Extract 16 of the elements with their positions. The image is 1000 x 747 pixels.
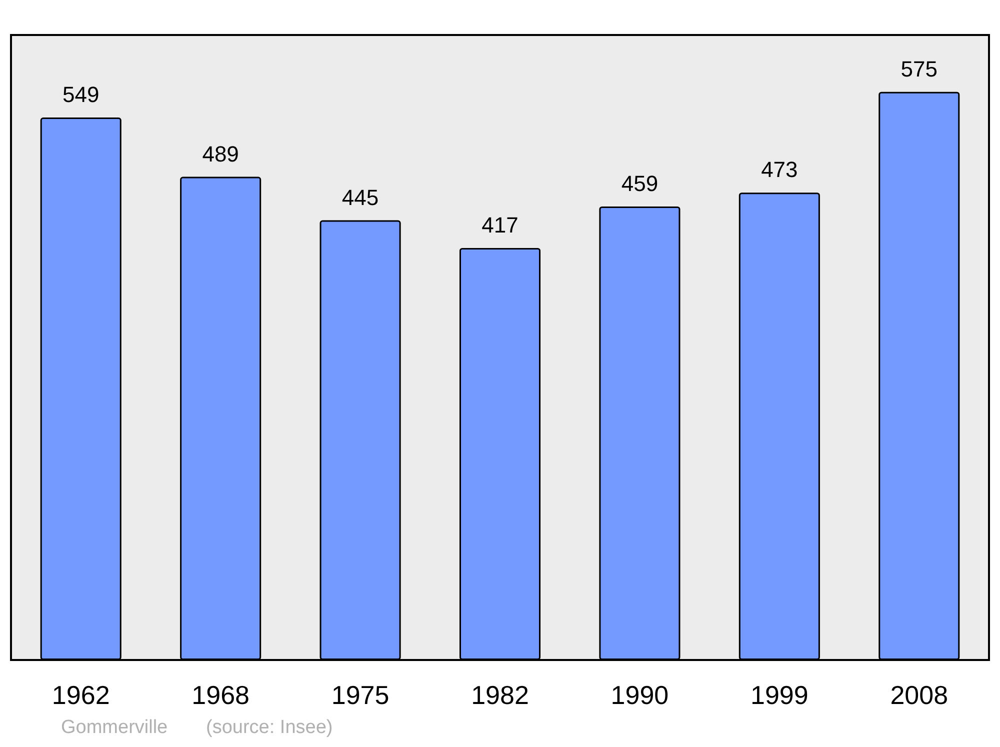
data-label: 489 bbox=[202, 141, 239, 166]
data-label: 417 bbox=[482, 212, 518, 238]
x-tick-label: 1975 bbox=[331, 680, 390, 710]
data-label: 549 bbox=[62, 82, 100, 108]
x-tick-label: 2008 bbox=[890, 680, 948, 710]
x-tick-label: 1968 bbox=[192, 680, 250, 710]
data-label: 445 bbox=[342, 184, 379, 210]
x-tick-label: 1990 bbox=[610, 680, 669, 710]
text: Gommerville bbox=[61, 717, 168, 738]
data-label: 575 bbox=[900, 56, 938, 82]
x-tick-label: 1982 bbox=[471, 680, 529, 710]
data-label: 473 bbox=[761, 157, 798, 182]
x-tick-label: 1999 bbox=[750, 680, 808, 710]
x-tick-label: 1962 bbox=[52, 680, 110, 710]
data-label: 459 bbox=[621, 170, 658, 196]
text: (source: Insee) bbox=[206, 717, 333, 738]
